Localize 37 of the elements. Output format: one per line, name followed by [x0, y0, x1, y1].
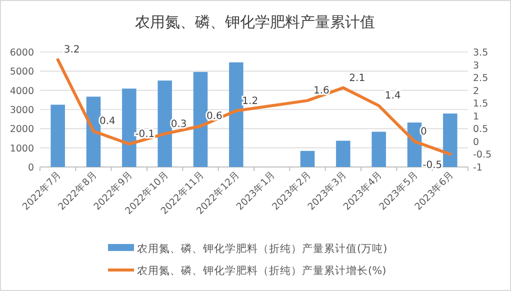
y-tick-label: 6000	[10, 48, 34, 58]
y2-tick-label: 1.5	[473, 98, 488, 110]
y-tick-label: 5000	[10, 66, 34, 78]
line-series	[56, 58, 452, 156]
y2-tick-label: 3	[473, 60, 480, 72]
bar	[158, 80, 172, 167]
y-tick-label: 0	[28, 162, 34, 174]
y2-tick-label: 3.5	[473, 48, 488, 58]
bar	[443, 114, 458, 167]
y-tick-label: 3000	[10, 105, 34, 116]
y2-tick-label: 2.5	[473, 73, 488, 84]
bar	[300, 150, 315, 167]
data-label: -0.5	[422, 160, 442, 172]
y2-tick-label: -0.5	[473, 150, 492, 161]
legend-label: 农用氮、磷、钾化学肥料（折纯）产量累计值(万吨)	[137, 242, 388, 255]
bar	[229, 62, 244, 167]
bar	[193, 72, 208, 167]
bar	[50, 104, 65, 167]
y2-tick-label: 2	[473, 86, 480, 97]
y-tick-label: 4000	[10, 86, 34, 97]
data-label: 1.2	[242, 96, 258, 107]
y-tick-label: 2000	[10, 124, 34, 136]
data-label: 1.4	[384, 90, 401, 102]
bar	[372, 132, 386, 167]
data-label: 1.6	[314, 86, 330, 97]
data-label: 2.1	[349, 72, 366, 84]
bar	[122, 88, 136, 167]
y2-tick-label: 0.5	[473, 124, 488, 136]
chart-title: 农用氮、磷、钾化学肥料产量累计值	[135, 13, 375, 31]
bar	[86, 96, 101, 167]
y-tick-label: 1000	[10, 143, 34, 154]
y2-tick-label: -1	[473, 162, 482, 174]
y2-tick-label: 1	[473, 111, 480, 122]
legend-label: 农用氮、磷、钾化学肥料（折纯）产量累计增长(%)	[137, 264, 386, 277]
data-label: 3.2	[64, 44, 80, 56]
y2-tick-label: 0	[473, 136, 480, 148]
bar	[336, 140, 350, 167]
